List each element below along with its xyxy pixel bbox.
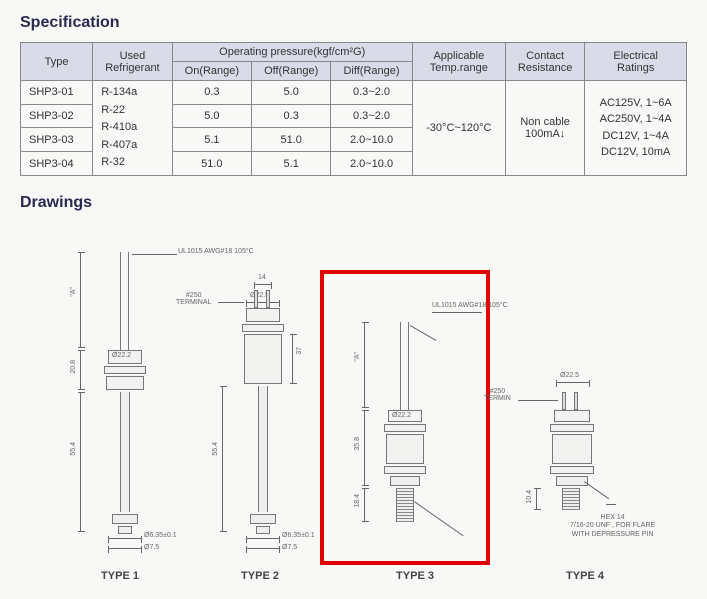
th-op-group: Operating pressure(kgf/cm²G) [172, 43, 412, 62]
dim-d22-5d: Ø22.5 [560, 372, 579, 379]
drawings-area: UL1015 AWG#18 105°C Ø22.2 "A" 20.8 55.4 … [20, 222, 680, 582]
cell-type: SHP3-03 [21, 128, 93, 152]
dim-d22-2: Ø22.2 [112, 352, 131, 359]
cell-diff: 0.3~2.0 [331, 81, 412, 105]
cell-temp: -30°C~120°C [412, 81, 505, 176]
dim-35-8: 35.8 [354, 437, 361, 451]
cell-on: 0.3 [172, 81, 251, 105]
dim-Ac: "A" [354, 352, 361, 362]
cell-diff: 2.0~10.0 [331, 128, 412, 152]
type2-drawing: Ø22.5 14 #250 TERMINAL 37 55.4 [200, 242, 320, 582]
cell-on: 5.0 [172, 104, 251, 128]
cell-ratings: AC125V, 1~6A AC250V, 1~4A DC12V, 1~4A DC… [585, 81, 687, 176]
th-diff: Diff(Range) [331, 62, 412, 81]
type1-label: TYPE 1 [60, 570, 180, 582]
cell-off: 0.3 [252, 104, 331, 128]
dim-d6-35b: Ø6.35±0.1 [282, 532, 315, 539]
dim-37: 37 [296, 347, 303, 355]
dim-d6-35: Ø6.35±0.1 [144, 532, 177, 539]
th-contact: Contact Resistance [505, 43, 584, 81]
dim-d22-2c: Ø22.2 [392, 412, 411, 419]
dim-18-4: 18.4 [354, 494, 361, 508]
type1-drawing: UL1015 AWG#18 105°C Ø22.2 "A" 20.8 55.4 … [60, 242, 180, 582]
callout-wire3: UL1015 AWG#18 105°C [432, 302, 508, 309]
cell-on: 51.0 [172, 152, 251, 176]
cell-type: SHP3-04 [21, 152, 93, 176]
th-on: On(Range) [172, 62, 251, 81]
cell-diff: 2.0~10.0 [331, 152, 412, 176]
section-title-spec: Specification [20, 14, 687, 32]
type3-label: TYPE 3 [340, 570, 490, 582]
cell-off: 51.0 [252, 128, 331, 152]
hex-note: HEX 14 7/16-20 UNF , FOR FLARE WITH DEPR… [570, 514, 655, 539]
section-title-drawings: Drawings [20, 194, 687, 212]
cell-on: 5.1 [172, 128, 251, 152]
type4-drawing: Ø22.5 #250 TERMIN 10.4 HEX 14 7/16-20 UN… [500, 242, 670, 582]
dim-20-8: 20.8 [70, 360, 77, 374]
dim-d7-5: Ø7.5 [144, 544, 159, 551]
cell-refrigerants: R-134a R-22 R-410a R-407a R-32 [93, 81, 172, 176]
dim-55-4b: 55.4 [212, 442, 219, 456]
th-off: Off(Range) [252, 62, 331, 81]
dim-d7-5b: Ø7.5 [282, 544, 297, 551]
cell-off: 5.0 [252, 81, 331, 105]
table-row: SHP3-01 R-134a R-22 R-410a R-407a R-32 0… [21, 81, 687, 105]
cell-diff: 0.3~2.0 [331, 104, 412, 128]
type4-label: TYPE 4 [500, 570, 670, 582]
dim-A: "A" [70, 287, 77, 297]
cell-off: 5.1 [252, 152, 331, 176]
cell-type: SHP3-02 [21, 104, 93, 128]
th-temp: Applicable Temp.range [412, 43, 505, 81]
th-type: Type [21, 43, 93, 81]
type3-drawing: UL1015 AWG#18 105°C Ø22.2 "A" 35.8 18.4 … [340, 242, 490, 582]
dim-55-4: 55.4 [70, 442, 77, 456]
callout-terminal: #250 TERMINAL [176, 292, 211, 306]
dim-14: 14 [258, 274, 266, 281]
type2-label: TYPE 2 [200, 570, 320, 582]
th-ratings: Electrical Ratings [585, 43, 687, 81]
cell-type: SHP3-01 [21, 81, 93, 105]
spec-table: Type Used Refrigerant Operating pressure… [20, 42, 687, 176]
dim-10-4: 10.4 [526, 490, 533, 504]
th-refrigerant: Used Refrigerant [93, 43, 172, 81]
cell-contact: Non cable 100mA↓ [505, 81, 584, 176]
callout-terminal4: #250 TERMIN [484, 388, 511, 402]
